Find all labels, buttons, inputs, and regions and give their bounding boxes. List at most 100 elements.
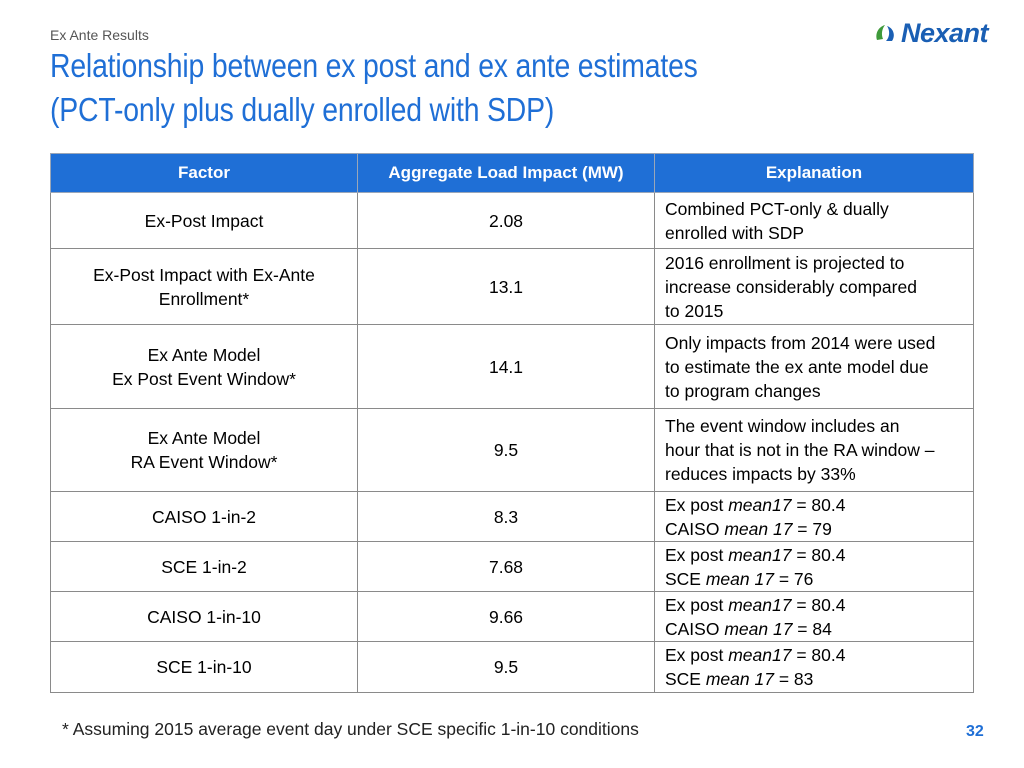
factor-cell: SCE 1-in-2 [50, 541, 358, 592]
explanation-cell: Ex post mean17 = 80.4 SCE mean 17 = 76 [654, 541, 974, 592]
impact-cell: 7.68 [357, 541, 655, 592]
explanation-text: Ex post mean17 = 80.4 [665, 643, 973, 667]
factor-text: Enrollment* [158, 288, 250, 309]
explanation-italic: mean17 [728, 645, 792, 665]
factor-text: RA Event Window* [130, 452, 278, 472]
factor-cell: Ex-Post Impact [50, 192, 358, 249]
explanation-suffix: = 80.4 [791, 544, 846, 565]
table-row: Ex-Post Impact with Ex-Ante Enrollment* 13… [50, 248, 974, 325]
factor-text: Ex-Post Impact [144, 210, 264, 231]
explanation-prefix: Ex post [665, 645, 729, 665]
explanation-text: CAISO mean 17 = 79 [665, 517, 973, 541]
factor-text: Ex Ante Model [147, 344, 261, 365]
impact-cell: 8.3 [357, 491, 655, 542]
impact-cell: 9.66 [357, 591, 655, 642]
explanation-text: CAISO mean 17 = 84 [665, 617, 973, 641]
explanation-italic: mean 17 [705, 568, 774, 589]
explanation-prefix: CAISO [665, 518, 725, 539]
table-row: SCE 1-in-2 7.68 Ex post mean17 = 80.4 SCE m… [50, 541, 974, 592]
explanation-text: to program changes [665, 380, 821, 401]
explanation-text: Ex post mean17 = 80.4 [665, 593, 973, 617]
explanation-cell: Combined PCT-only & dually enrolled with … [654, 192, 974, 249]
explanation-suffix: = 79 [792, 518, 832, 539]
factor-text: CAISO 1-in-10 [147, 606, 261, 627]
explanation-text: enrolled with SDP [665, 222, 805, 243]
explanation-italic: mean 17 [724, 618, 793, 639]
explanation-cell: Ex post mean17 = 80.4 CAISO mean 17 = 79 [654, 491, 974, 542]
explanation-text: 2016 enrollment is projected to [665, 252, 905, 273]
explanation-text: hour that is not in the RA window – [665, 440, 935, 460]
explanation-italic: mean17 [728, 544, 792, 565]
explanation-cell: Only impacts from 2014 were used to estim… [654, 324, 974, 409]
factor-text: SCE 1-in-2 [161, 556, 247, 577]
table-row: Ex-Post Impact 2.08 Combined PCT-only & du… [50, 192, 974, 249]
explanation-italic: mean17 [728, 494, 792, 515]
explanation-cell: Ex post mean17 = 80.4 CAISO mean 17 = 84 [654, 591, 974, 642]
explanation-text: increase considerably compared [665, 276, 917, 297]
table-row: Ex Ante Model RA Event Window* 9.5 The even… [50, 408, 974, 492]
nexant-swoosh-icon [876, 25, 894, 41]
factor-cell: Ex Ante Model RA Event Window* [50, 408, 358, 492]
footnote: * Assuming 2015 average event day under … [62, 719, 639, 739]
explanation-text: to 2015 [665, 300, 724, 321]
explanation-prefix: SCE [665, 568, 706, 589]
impact-cell: 13.1 [357, 248, 655, 325]
explanation-suffix: = 83 [773, 669, 814, 689]
explanation-text: SCE mean 17 = 76 [665, 567, 973, 591]
column-header-impact: Aggregate Load Impact (MW) [357, 153, 655, 193]
explanation-text: The event window includes an [665, 416, 900, 436]
page-title: Relationship between ex post and ex ante… [50, 44, 755, 132]
page-title-line-2: (PCT-only plus dually enrolled with SDP) [50, 91, 555, 128]
page-title-line-1: Relationship between ex post and ex ante… [50, 47, 698, 84]
factor-text: Ex-Post Impact with Ex-Ante [93, 264, 315, 285]
explanation-prefix: SCE [665, 669, 706, 689]
impact-cell: 2.08 [357, 192, 655, 249]
explanation-prefix: CAISO [665, 618, 725, 639]
page-number: 32 [966, 723, 984, 740]
table-row: CAISO 1-in-2 8.3 Ex post mean17 = 80.4 CAIS… [50, 491, 974, 542]
explanation-italic: mean 17 [705, 669, 774, 689]
explanation-cell: 2016 enrollment is projected to increase … [654, 248, 974, 325]
explanation-cell: Ex post mean17 = 80.4 SCE mean 17 = 83 [654, 641, 974, 693]
factor-cell: SCE 1-in-10 [50, 641, 358, 693]
table-row: CAISO 1-in-10 9.66 Ex post mean17 = 80.4 CA… [50, 591, 974, 642]
factors-table: Factor Aggregate Load Impact (MW) Explan… [50, 153, 974, 693]
factor-cell: Ex Ante Model Ex Post Event Window* [50, 324, 358, 409]
table-row: SCE 1-in-10 9.5 Ex post mean17 = 80.4 SCE m… [50, 641, 974, 693]
column-header-explanation: Explanation [654, 153, 974, 193]
factor-text: Ex Ante Model [147, 428, 261, 448]
explanation-text: reduces impacts by 33% [665, 464, 856, 484]
explanation-italic: mean17 [728, 594, 792, 615]
factor-cell: CAISO 1-in-10 [50, 591, 358, 642]
explanation-suffix: = 76 [773, 568, 814, 589]
explanation-text: SCE mean 17 = 83 [665, 667, 973, 691]
impact-cell: 14.1 [357, 324, 655, 409]
explanation-suffix: = 84 [792, 618, 832, 639]
explanation-suffix: = 80.4 [791, 594, 846, 615]
explanation-cell: The event window includes an hour that is… [654, 408, 974, 492]
explanation-text: Ex post mean17 = 80.4 [665, 543, 973, 567]
impact-cell: 9.5 [357, 641, 655, 693]
table-header: Factor Aggregate Load Impact (MW) Explan… [50, 153, 974, 193]
table-row: Ex Ante Model Ex Post Event Window* 14.1 On… [50, 324, 974, 409]
factor-text: SCE 1-in-10 [156, 657, 252, 677]
explanation-suffix: = 80.4 [791, 494, 846, 515]
explanation-text: Combined PCT-only & dually [665, 198, 889, 219]
factor-text: Ex Post Event Window* [112, 368, 296, 389]
column-header-factor: Factor [50, 153, 358, 193]
impact-cell: 9.5 [357, 408, 655, 492]
section-label: Ex Ante Results [50, 27, 149, 43]
explanation-text: to estimate the ex ante model due [665, 356, 929, 377]
explanation-text: Only impacts from 2014 were used [665, 332, 936, 353]
explanation-prefix: Ex post [665, 494, 729, 515]
nexant-logo: Nexant [874, 18, 1004, 48]
factor-cell: CAISO 1-in-2 [50, 491, 358, 542]
factor-cell: Ex-Post Impact with Ex-Ante Enrollment* [50, 248, 358, 325]
explanation-text: Ex post mean17 = 80.4 [665, 493, 973, 517]
table-body: Ex-Post Impact 2.08 Combined PCT-only & du… [50, 192, 974, 693]
explanation-prefix: Ex post [665, 544, 729, 565]
explanation-prefix: Ex post [665, 594, 729, 615]
explanation-italic: mean 17 [724, 518, 793, 539]
explanation-suffix: = 80.4 [791, 645, 846, 665]
table-header-row: Factor Aggregate Load Impact (MW) Explan… [50, 153, 974, 193]
